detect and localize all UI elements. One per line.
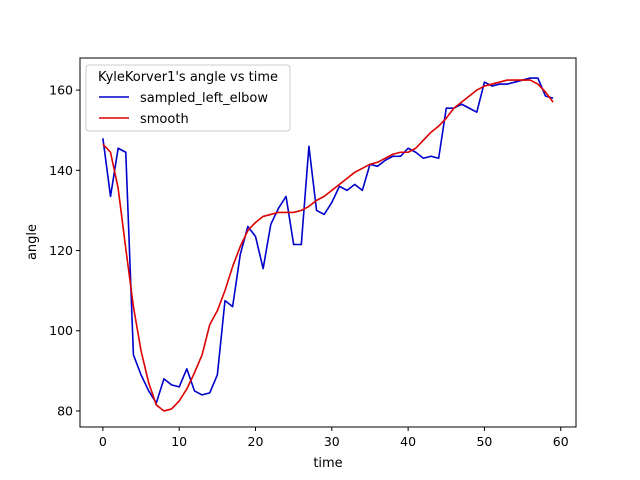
legend: KyleKorver1's angle vs time sampled_left… [85, 64, 291, 132]
series-line-smooth [102, 79, 554, 412]
x-tick-label: 0 [99, 434, 107, 449]
plot-frame [79, 57, 577, 428]
y-axis-label: angle [25, 224, 40, 260]
y-tick-label: 100 [49, 323, 73, 338]
x-tick-label: 40 [400, 434, 416, 449]
y-tick-label: 140 [49, 163, 73, 178]
x-tick-label: 30 [324, 434, 340, 449]
series-line-sampled-left-elbow [102, 77, 554, 404]
legend-label-sampled-left-elbow: sampled_left_elbow [140, 91, 268, 106]
legend-box [85, 64, 291, 132]
legend-label-smooth: smooth [140, 112, 189, 127]
series-layer [102, 77, 554, 412]
y-tick-label: 80 [57, 403, 73, 418]
x-axis-label: time [313, 456, 342, 471]
y-tick-label: 120 [49, 243, 73, 258]
legend-title: KyleKorver1's angle vs time [98, 70, 278, 85]
y-axis: 80 100 120 140 160 [49, 83, 80, 418]
x-tick-label: 20 [248, 434, 264, 449]
x-tick-label: 60 [553, 434, 569, 449]
x-tick-label: 10 [171, 434, 187, 449]
x-axis: 0 10 20 30 40 50 60 [99, 427, 569, 449]
x-tick-label: 50 [476, 434, 492, 449]
y-tick-label: 160 [49, 83, 73, 98]
